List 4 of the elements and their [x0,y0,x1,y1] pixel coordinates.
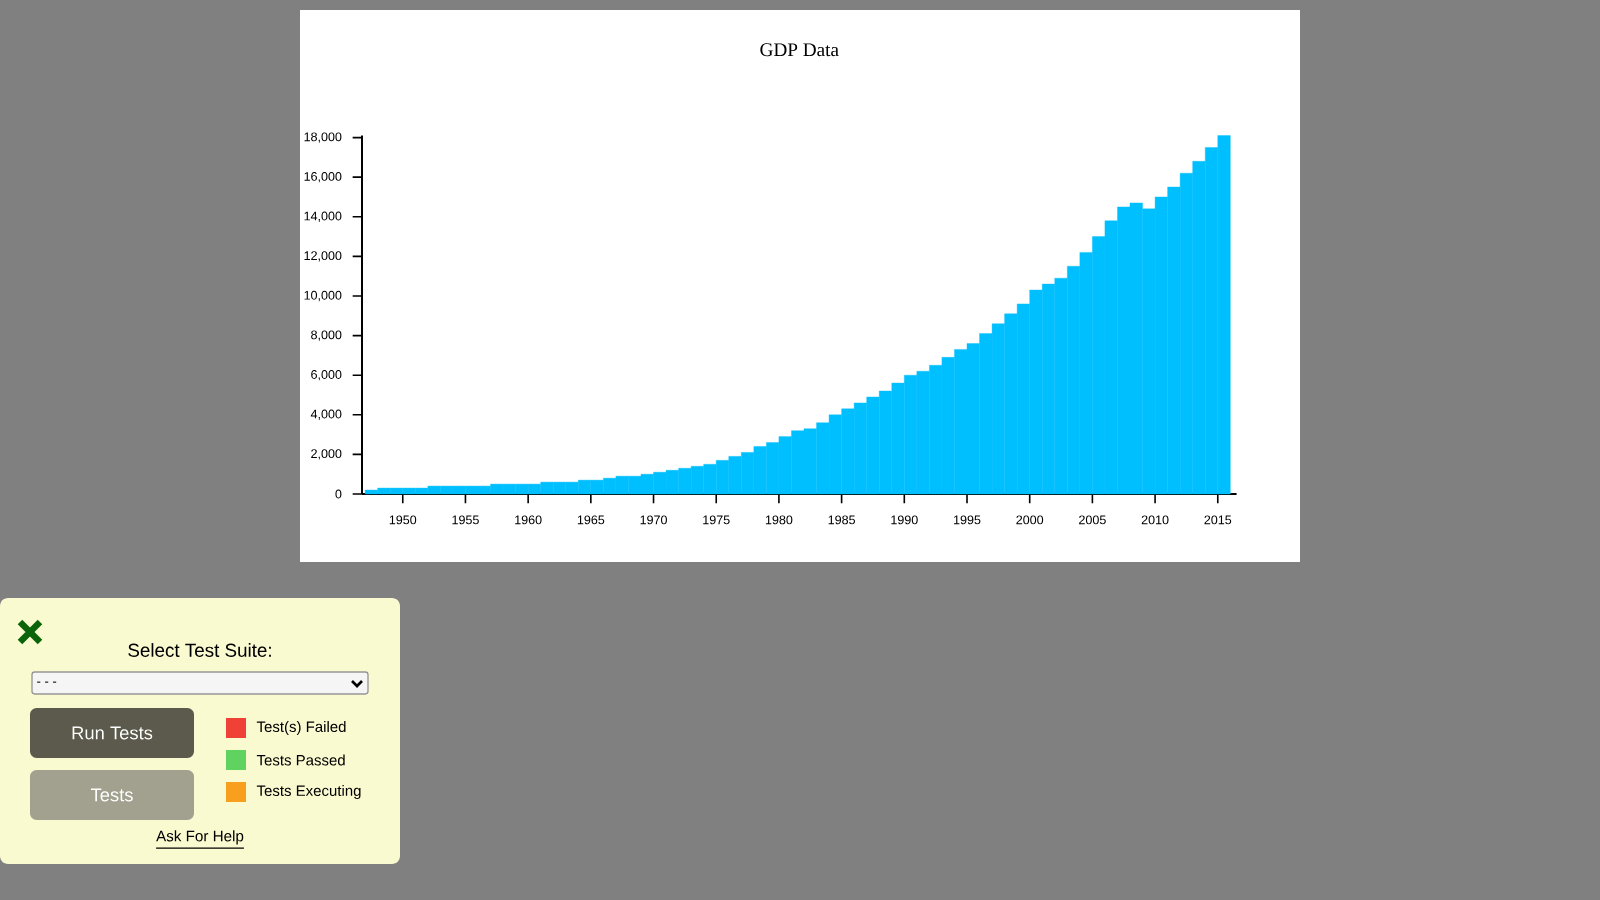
text: Tests [90,788,133,802]
chart-title: GDP Data [760,43,839,57]
text: Select Test Suite: [128,643,271,657]
text: Run Tests [72,726,153,740]
